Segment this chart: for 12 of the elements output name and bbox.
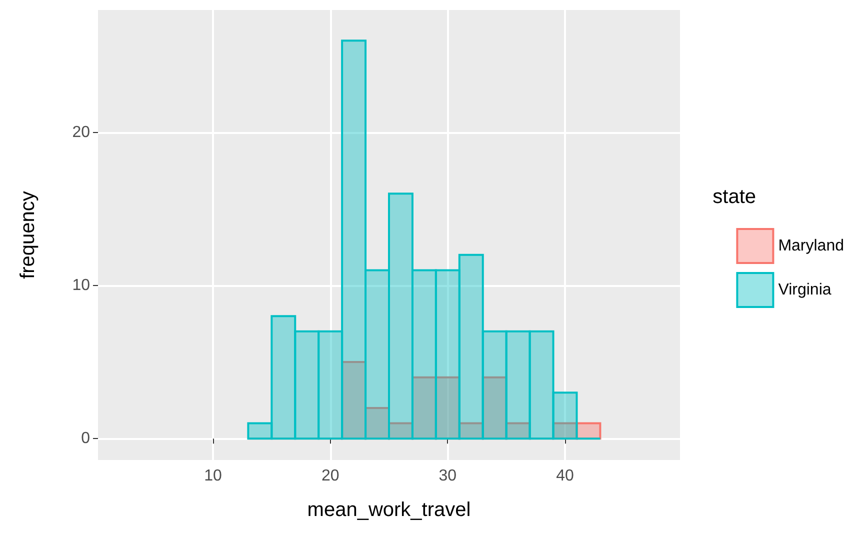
legend-label: Virginia [778, 282, 832, 298]
legend-label: Maryland [778, 238, 844, 254]
y-tick-label: 20 [72, 124, 90, 141]
y-tick-label: 10 [72, 277, 90, 294]
x-tick-label: 20 [321, 468, 340, 484]
x-tick-label: 10 [204, 468, 222, 484]
y-tick-label: 0 [81, 430, 90, 448]
x-axis-title: mean_work_travel [307, 499, 471, 521]
legend-title: state [712, 186, 756, 208]
y-axis-title: frequency [17, 191, 39, 279]
x-tick-label: 40 [556, 468, 574, 484]
x-tick-label: 30 [438, 468, 457, 484]
